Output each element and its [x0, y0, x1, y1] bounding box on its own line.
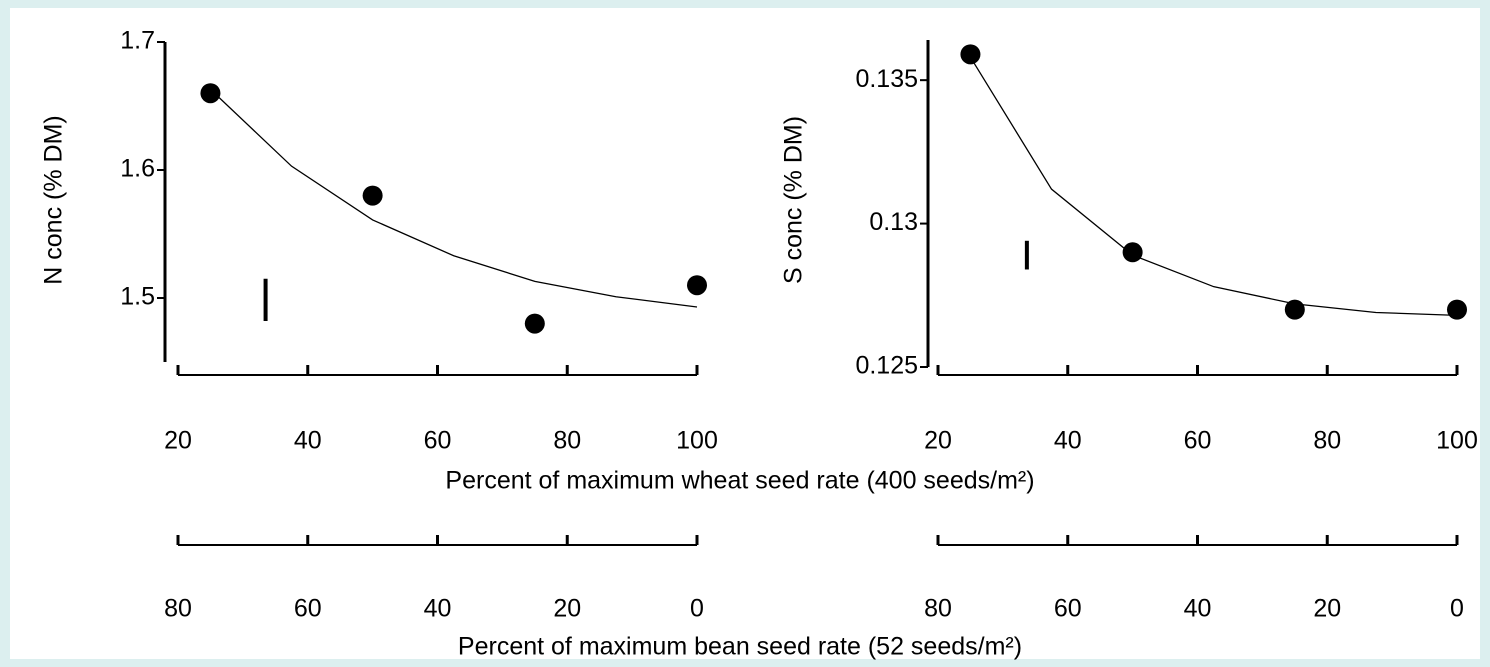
- y-tick-label: 1.7: [120, 27, 155, 55]
- plot-background: [10, 8, 1480, 659]
- x2-axis-label: Percent of maximum bean seed rate (52 se…: [458, 633, 1022, 661]
- data-point: [1447, 299, 1467, 320]
- x-tick-label: 40: [1054, 427, 1082, 455]
- x2-tick-label: 20: [1313, 595, 1341, 623]
- x-tick-label: 100: [676, 427, 718, 455]
- x-axis-label: Percent of maximum wheat seed rate (400 …: [445, 467, 1034, 495]
- y-tick-label: 0.125: [855, 352, 918, 380]
- y-axis-label: S conc (% DM): [780, 116, 808, 284]
- x2-tick-label: 80: [924, 595, 952, 623]
- x-tick-label: 60: [1184, 427, 1212, 455]
- x-tick-label: 80: [553, 427, 581, 455]
- x2-tick-label: 0: [690, 595, 704, 623]
- x2-tick-label: 60: [1054, 595, 1082, 623]
- y-tick-label: 0.13: [869, 208, 918, 236]
- y-tick-label: 1.5: [120, 283, 155, 311]
- x-tick-label: 40: [294, 427, 322, 455]
- y-tick-label: 0.135: [855, 65, 918, 93]
- data-point: [200, 83, 221, 104]
- data-point: [1122, 242, 1143, 263]
- x2-tick-label: 20: [553, 595, 581, 623]
- x-tick-label: 20: [164, 427, 192, 455]
- y-tick-label: 1.6: [120, 155, 155, 183]
- x2-tick-label: 60: [294, 595, 322, 623]
- data-point: [687, 275, 707, 296]
- x2-tick-label: 0: [1450, 595, 1464, 623]
- data-point: [362, 185, 383, 206]
- x-tick-label: 20: [924, 427, 952, 455]
- x-tick-label: 60: [424, 427, 452, 455]
- data-point: [960, 44, 981, 65]
- x2-tick-label: 40: [424, 595, 452, 623]
- x2-tick-label: 80: [164, 595, 192, 623]
- x-tick-label: 80: [1313, 427, 1341, 455]
- fit-curve: [209, 88, 698, 308]
- data-point: [524, 313, 545, 334]
- x2-tick-label: 40: [1184, 595, 1212, 623]
- x-tick-label: 100: [1436, 427, 1478, 455]
- fit-curve: [969, 56, 1458, 317]
- data-point: [1284, 299, 1305, 320]
- y-axis-label: N conc (% DM): [40, 115, 68, 284]
